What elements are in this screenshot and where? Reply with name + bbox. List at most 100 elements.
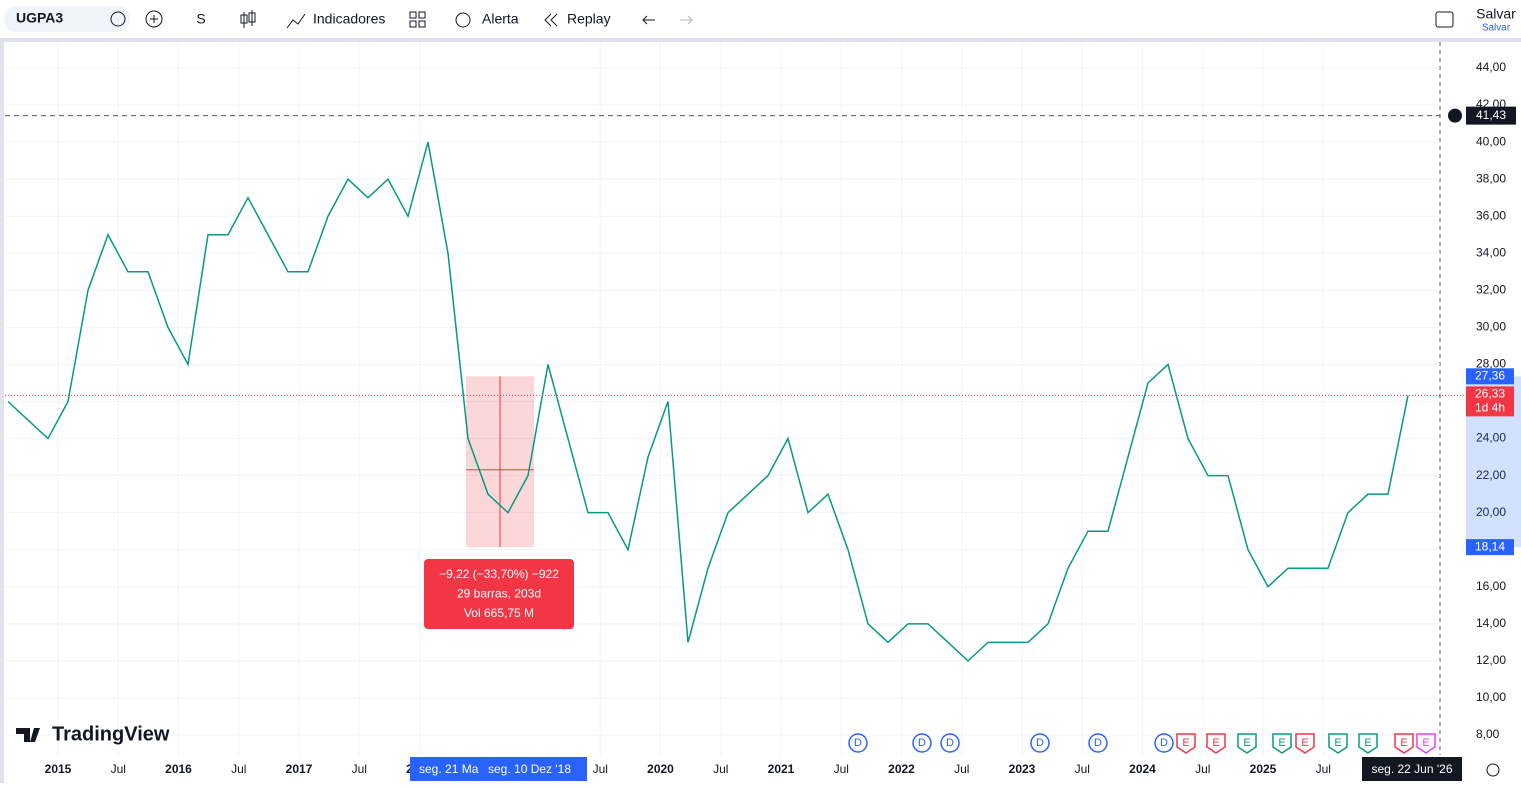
x-tick-label: Jul	[834, 762, 849, 776]
x-tick-label: Jul	[593, 762, 608, 776]
symbol[interactable]: UGPA3	[16, 10, 63, 26]
y-tick-label: 16,00	[1476, 579, 1506, 593]
event-label: E	[1182, 737, 1189, 749]
event-earnings[interactable]	[1416, 733, 1436, 754]
x-tick-label: Jul	[1316, 762, 1331, 776]
low-price: 18,14	[1475, 539, 1505, 553]
crosshair-add	[1448, 108, 1462, 123]
high-badge	[1466, 368, 1514, 385]
x-tick-label: Jul	[231, 762, 246, 776]
save-sub: Salvar	[1482, 23, 1511, 34]
replay[interactable]: Replay	[567, 11, 611, 27]
x-tick-label: Jul	[111, 762, 126, 776]
event-label: E	[1278, 737, 1285, 749]
countdown: 1d 4h	[1475, 401, 1505, 415]
y-tick-label: 14,00	[1476, 616, 1506, 630]
x-tick-label: 2015	[45, 762, 72, 776]
divider	[0, 38, 1521, 42]
measure-text: −9,22 (−33,70%) −922	[439, 567, 559, 581]
undo[interactable]	[641, 15, 655, 25]
chart-type-icon[interactable]	[240, 10, 256, 28]
event-label: E	[1301, 737, 1308, 749]
event-earnings[interactable]	[1272, 733, 1292, 754]
measure-label	[424, 559, 574, 629]
y-tick-label: 32,00	[1476, 283, 1506, 297]
x-tick-label: 2020	[647, 762, 674, 776]
y-tick-label: 22,00	[1476, 468, 1506, 482]
layout-icon[interactable]	[409, 11, 426, 28]
event-label: D	[854, 737, 862, 749]
y-tick-label: 30,00	[1476, 320, 1506, 334]
replay-icon[interactable]	[544, 13, 558, 27]
indicators-icon[interactable]	[286, 13, 306, 29]
y-tick-label: 36,00	[1476, 208, 1506, 222]
event-label: D	[1036, 737, 1044, 749]
crosshair-date: seg. 22 Jun '26	[1371, 762, 1452, 776]
event-label: D	[1160, 737, 1168, 749]
measure-text: Vol 665,75 M	[464, 606, 534, 620]
add-icon[interactable]	[145, 10, 163, 28]
x-tick-label: 2016	[165, 762, 192, 776]
event-dividend[interactable]	[940, 733, 960, 753]
x-tick-label: 2022	[888, 762, 915, 776]
brand: TradingView	[52, 723, 170, 745]
event-earnings[interactable]	[1358, 733, 1378, 754]
brand-logo	[16, 728, 40, 742]
y-tick-label: 38,00	[1476, 171, 1506, 185]
event-earnings[interactable]	[1295, 733, 1315, 754]
crosshair-badge	[1466, 106, 1516, 125]
y-tick-label: 44,00	[1476, 60, 1506, 74]
x-tick-label: 2025	[1250, 762, 1277, 776]
event-dividend[interactable]	[1030, 733, 1050, 753]
y-tick-label: 24,00	[1476, 431, 1506, 445]
x-tick-label: 2017	[286, 762, 313, 776]
event-earnings[interactable]	[1237, 733, 1257, 754]
divider	[0, 42, 4, 783]
icon[interactable]	[110, 11, 126, 27]
alert-icon[interactable]	[455, 12, 471, 28]
indicators[interactable]: Indicadores	[313, 11, 385, 27]
event-label: E	[1364, 737, 1371, 749]
date-badge	[410, 757, 587, 781]
event-earnings[interactable]	[1394, 733, 1414, 754]
x-tick-label: 2024	[1129, 762, 1156, 776]
event-label: E	[1422, 737, 1429, 749]
event-dividend[interactable]	[912, 733, 932, 753]
event-label: D	[946, 737, 954, 749]
crosshair-price: 41,43	[1476, 108, 1506, 122]
settings[interactable]	[1486, 763, 1500, 777]
event-earnings[interactable]	[1176, 733, 1196, 754]
event-label: D	[918, 737, 926, 749]
low-badge	[1466, 539, 1514, 556]
x-tick-label: Jul	[713, 762, 728, 776]
event-earnings[interactable]	[1328, 733, 1348, 754]
event-dividend[interactable]	[1154, 733, 1174, 753]
event-label: E	[1212, 737, 1219, 749]
measure-text: 29 barras, 203d	[457, 587, 541, 601]
last-badge	[1466, 386, 1514, 417]
y-tick-label: 28,00	[1476, 357, 1506, 371]
y-tick-label: 12,00	[1476, 653, 1506, 667]
event-label: E	[1243, 737, 1250, 749]
toolbar	[0, 0, 1521, 40]
y-tick-label: 40,00	[1476, 134, 1506, 148]
start-date: seg. 21 Ma	[419, 762, 479, 776]
y-tick-label: 20,00	[1476, 505, 1506, 519]
redo[interactable]	[680, 15, 694, 25]
save[interactable]: Salvar	[1476, 6, 1516, 22]
interval[interactable]: S	[196, 11, 205, 27]
date-badge	[1362, 757, 1462, 781]
y-tick-label: 8,00	[1476, 727, 1500, 741]
event-earnings[interactable]	[1206, 733, 1226, 754]
symbol-search[interactable]	[4, 6, 130, 32]
event-dividend[interactable]	[848, 733, 868, 753]
x-tick-label: 2021	[768, 762, 795, 776]
alert[interactable]: Alerta	[482, 11, 519, 27]
x-tick-label: Jul	[1075, 762, 1090, 776]
y-tick-label: 10,00	[1476, 690, 1506, 704]
fullscreen[interactable]	[1435, 11, 1454, 28]
add-icon	[150, 15, 158, 23]
x-tick-label: Jul	[352, 762, 367, 776]
event-dividend[interactable]	[1088, 733, 1108, 753]
